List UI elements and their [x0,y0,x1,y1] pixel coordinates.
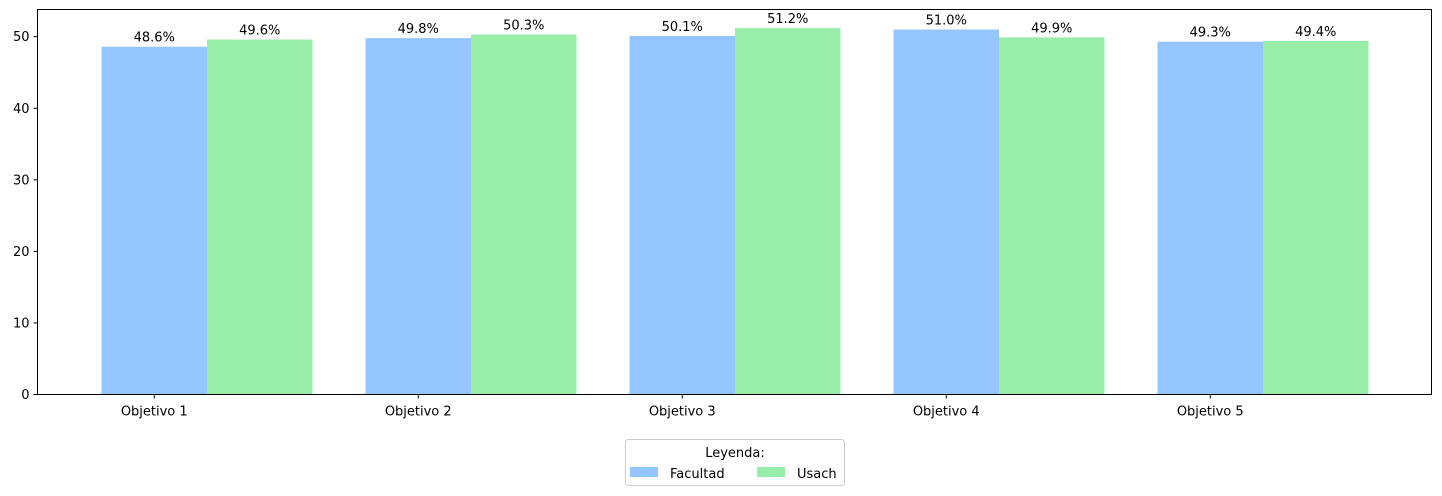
legend-label-facultad: Facultad [670,467,725,482]
plot-frame [37,9,1432,395]
data-label-usach-1: 49.6% [239,24,280,39]
data-label-facultad-3: 50.1% [662,20,703,35]
data-labels-layer: 48.6% 49.6% 49.8% 50.3% 50.1% 51.2% 51.0% 49.9%… [134,12,1337,46]
data-label-usach-2: 50.3% [503,19,544,34]
y-tick-label-10: 10 [13,316,30,331]
data-label-usach-3: 51.2% [767,12,808,27]
data-label-facultad-5: 49.3% [1190,26,1231,41]
x-tick-label-4: Objetivo 4 [913,405,980,420]
legend-swatch-facultad [630,467,658,477]
data-label-usach-5: 49.4% [1295,25,1336,40]
data-label-facultad-1: 48.6% [134,31,175,46]
bar-usach-2 [471,34,577,395]
y-tick-label-40: 40 [13,102,30,117]
x-tick-label-1: Objetivo 1 [121,405,188,420]
x-tick-label-2: Objetivo 2 [385,405,452,420]
y-tick-label-20: 20 [13,245,30,260]
legend: Leyenda: Facultad Usach [625,439,845,486]
data-label-usach-4: 49.9% [1031,21,1072,36]
bar-usach-1 [207,39,313,395]
y-tick-label-50: 50 [13,30,30,45]
bar-usach-3 [735,28,841,395]
data-label-facultad-2: 49.8% [398,22,439,37]
bar-usach-5 [1263,40,1369,395]
legend-label-usach: Usach [797,467,837,482]
legend-box [625,439,845,486]
legend-swatch-usach [757,467,785,477]
bar-facultad-1 [101,46,207,395]
legend-title: Leyenda: [705,446,765,461]
bars-layer [101,28,1369,395]
y-tick-label-0: 0 [21,388,29,403]
bar-facultad-4 [893,29,999,395]
data-label-facultad-4: 51.0% [926,14,967,29]
x-axis: Objetivo 1 Objetivo 2 Objetivo 3 Objetivo 4… [121,394,1244,420]
bar-facultad-3 [629,35,735,395]
y-axis: 0 10 20 30 40 50 [13,30,38,403]
x-tick-label-3: Objetivo 3 [649,405,716,420]
y-tick-label-30: 30 [13,173,30,188]
bar-facultad-2 [365,38,471,395]
bar-facultad-5 [1157,41,1263,395]
bar-usach-4 [999,37,1105,395]
x-tick-label-5: Objetivo 5 [1177,405,1244,420]
